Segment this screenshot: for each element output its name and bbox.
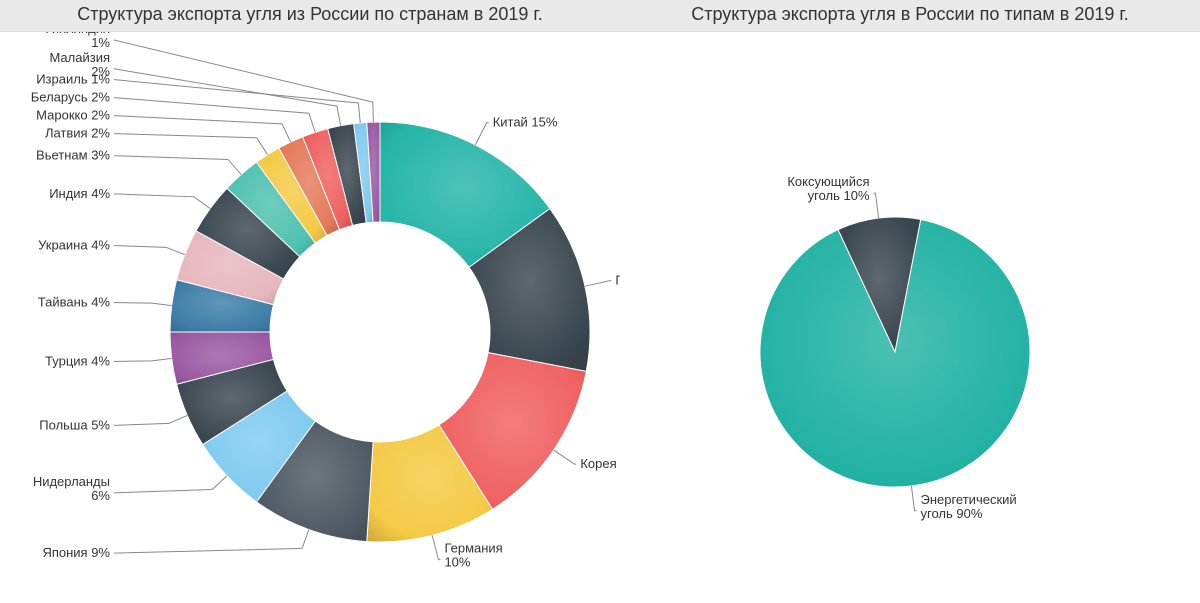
leader-Беларусь xyxy=(114,98,315,133)
countries-donut-chart: Китай 15%Прочие 13%Корея 13%Германия10%Я… xyxy=(0,32,620,602)
label-Япония: Япония 9% xyxy=(42,545,110,560)
leader-Марокко xyxy=(114,116,291,142)
label-Германия: Германия10% xyxy=(444,541,502,570)
label-Беларусь: Беларусь 2% xyxy=(31,90,111,105)
leader-Турция xyxy=(114,358,172,361)
left-title: Структура экспорта угля из России по стр… xyxy=(0,0,620,32)
label-Марокко: Марокко 2% xyxy=(36,108,110,123)
label-Тайвань: Тайвань 4% xyxy=(38,295,111,310)
label-Турция: Турция 4% xyxy=(45,353,110,368)
types-pie-chart: Коксующийсяуголь 10% Энергетическийуголь … xyxy=(620,32,1200,602)
label-Коксующийся уголь: Коксующийсяуголь 10% xyxy=(787,174,870,203)
page: Структура экспорта угля из России по стр… xyxy=(0,0,1200,603)
label-Индия: Индия 4% xyxy=(49,186,110,201)
right-panel: Структура экспорта угля в России по типа… xyxy=(620,0,1200,603)
leader-Украина xyxy=(114,245,185,254)
leader-Прочие xyxy=(585,281,611,286)
label-Латвия: Латвия 2% xyxy=(45,126,110,141)
leader-Израиль xyxy=(114,80,360,123)
label-Израиль: Израиль 1% xyxy=(36,72,110,87)
leader-Нидерланды xyxy=(114,476,227,493)
leader-Финляндия xyxy=(114,40,373,122)
leader-Энергетический уголь xyxy=(911,486,916,511)
label-Энергетический уголь: Энергетическийуголь 90% xyxy=(920,492,1016,521)
label-Польша: Польша 5% xyxy=(39,417,110,432)
leader-Индия xyxy=(114,194,210,209)
label-Нидерланды: Нидерланды6% xyxy=(33,474,111,503)
leader-Латвия xyxy=(114,134,267,155)
label-Вьетнам: Вьетнам 3% xyxy=(36,148,110,163)
leader-Япония xyxy=(114,530,309,554)
label-Украина: Украина 4% xyxy=(38,237,110,252)
leader-Корея xyxy=(554,450,577,464)
label-Китай: Китай 15% xyxy=(493,115,558,130)
right-title: Структура экспорта угля в России по типа… xyxy=(620,0,1200,32)
label-Корея: Корея 13% xyxy=(580,456,620,471)
leader-Китай xyxy=(475,123,488,145)
leader-Коксующийся уголь xyxy=(874,193,879,218)
leader-Польша xyxy=(114,415,187,425)
label-Финляндия: Финляндия1% xyxy=(42,32,110,50)
leader-Германия xyxy=(432,535,440,559)
leader-Вьетнам xyxy=(114,156,241,175)
left-panel: Структура экспорта угля из России по стр… xyxy=(0,0,620,603)
leader-Тайвань xyxy=(114,303,172,306)
